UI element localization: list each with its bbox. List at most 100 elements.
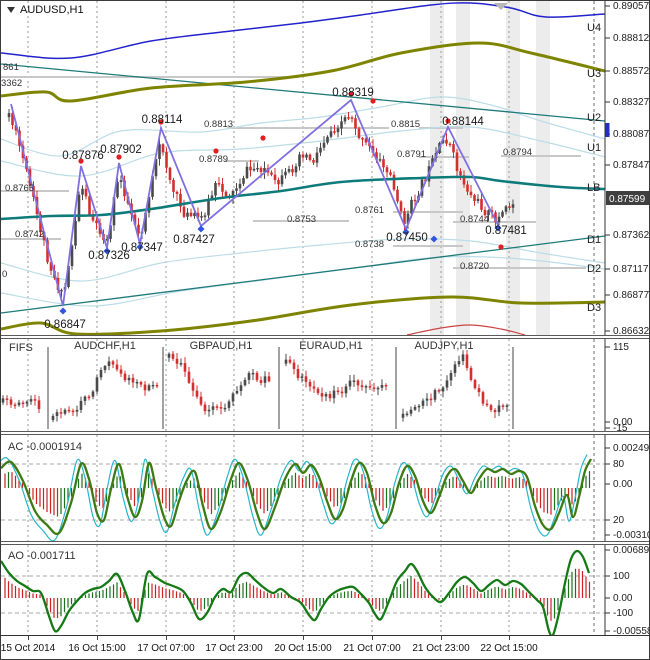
ao-indicator-label: AO -0.001711 xyxy=(8,550,76,562)
symbol-selector[interactable]: AUDUSD,H1 xyxy=(7,4,84,16)
channel-line-teal_up xyxy=(1,63,606,122)
fifs-axis-label: 0,00 xyxy=(613,417,633,428)
swing-price-label: 0.88319 xyxy=(332,87,374,99)
oscillator-line xyxy=(1,458,593,536)
price-tick-label: 0.88572 xyxy=(613,66,650,77)
signal-line xyxy=(1,454,588,541)
mini-chart-label: AUDJPY,H1 xyxy=(414,340,473,352)
channel-label: U4 xyxy=(587,22,601,34)
fifs-axis-label: -15 xyxy=(613,423,628,431)
swing-price-label: 0.87902 xyxy=(100,144,142,156)
price-tick-label: 0.86877 xyxy=(613,290,650,301)
session-band xyxy=(430,1,444,335)
candles xyxy=(167,351,271,417)
trough-marker xyxy=(136,243,144,251)
channel-label: D1 xyxy=(587,234,601,246)
price-tick-label: 0.88327 xyxy=(613,97,650,108)
oscillator-axis-label: -100 xyxy=(613,608,633,619)
time-tick-label: 16 Oct 15:00 xyxy=(68,643,126,654)
trough-marker xyxy=(402,228,410,236)
session-band xyxy=(456,1,470,335)
channel-label: D2 xyxy=(587,263,601,275)
channel-line-olive_up xyxy=(1,41,606,103)
mini-chart-label: EURAUD,H1 xyxy=(299,340,363,352)
swing-price-label: 0.87481 xyxy=(485,225,527,237)
time-tick xyxy=(441,636,442,640)
channel-line-teal_low xyxy=(1,235,606,314)
panel-splitter[interactable] xyxy=(1,541,649,545)
oscillator-axis-label: 0.00 xyxy=(613,593,633,604)
peak-marker xyxy=(370,98,376,104)
time-tick-label: 17 Oct 07:00 xyxy=(137,643,195,654)
channel-line-red_arc xyxy=(406,324,526,335)
channel-label: U1 xyxy=(587,142,601,154)
channel-label: D3 xyxy=(587,302,601,314)
peak-marker xyxy=(116,154,122,160)
mini-chart-label: GBPAUD,H1 xyxy=(190,340,253,352)
level-price-label: 0.8813 xyxy=(204,119,233,130)
channel-line-pale2 xyxy=(1,125,606,177)
price-tick-label: 0.87362 xyxy=(613,230,650,241)
peak-marker xyxy=(213,148,219,154)
mini-chart-label: AUDCHF,H1 xyxy=(74,340,136,352)
channel-label: U3 xyxy=(587,68,601,80)
trough-marker xyxy=(494,224,502,232)
time-tick-label: 22 Oct 15:00 xyxy=(480,643,538,654)
level-price-label: 0.8738 xyxy=(355,239,384,250)
price-tick-label: 0.88087 xyxy=(613,129,650,140)
left-edge-price-label: 3362 xyxy=(1,78,22,89)
zigzag-line xyxy=(10,98,499,307)
ac-indicator-label: AC -0.0001914 xyxy=(8,441,82,453)
time-tick xyxy=(234,636,235,640)
peak-marker xyxy=(445,118,451,124)
level-price-label: 0.8791 xyxy=(397,149,426,160)
ac-panel: 0.002492 80 0.00 20 -0.003101 xyxy=(1,435,650,541)
fifs-axis-label: 115 xyxy=(613,342,629,353)
level-price-label: 0.8815 xyxy=(391,119,420,130)
candles xyxy=(401,350,509,422)
time-tick-label: 15 Oct 2014 xyxy=(0,643,56,654)
swing-price-label: 0.87876 xyxy=(62,150,104,162)
panel-splitter[interactable] xyxy=(1,335,649,339)
time-tick xyxy=(303,636,304,640)
swing-price-label: 0.88114 xyxy=(142,114,183,126)
moving-average-line xyxy=(1,175,606,221)
trough-marker xyxy=(103,247,111,255)
fifs-panel: FIFS AUDCHF,H1 GBPAUD,H1 EURAUD,H1 AUDJPY,H1… xyxy=(1,339,650,431)
candles xyxy=(51,356,159,423)
trough-marker xyxy=(430,235,438,243)
level-price-label: 0.8761 xyxy=(355,205,384,216)
peak-marker xyxy=(498,244,504,250)
panel-splitter[interactable] xyxy=(1,431,649,435)
fifs-canvas[interactable]: FIFS AUDCHF,H1 GBPAUD,H1 EURAUD,H1 AUDJPY,H1… xyxy=(1,339,650,431)
time-axis[interactable]: 15 Oct 2014 16 Oct 15:00 17 Oct 07:00 17 Oc… xyxy=(0,635,649,659)
level-price-label: 0.8720 xyxy=(460,261,489,272)
current-price-value: 0.87599 xyxy=(609,194,646,205)
oscillator-line xyxy=(1,549,591,635)
peak-marker xyxy=(348,91,354,97)
channel-line-blue xyxy=(1,2,606,60)
channel-label: U2 xyxy=(587,112,601,124)
oscillator-axis-label: 80 xyxy=(613,459,625,470)
trough-marker xyxy=(59,307,67,315)
oscillator-axis-label: 0.006897 xyxy=(613,545,650,556)
swing-price-label: 0.88144 xyxy=(442,116,484,128)
price-tick-label: 0.88812 xyxy=(613,33,650,44)
oscillator-axis-label: -0.003101 xyxy=(613,530,650,541)
ao-panel: 0.006897 100 0.00 -100 -0.005586 xyxy=(1,545,650,635)
left-edge-price-label: 0.8765 xyxy=(5,183,34,194)
ao-canvas[interactable]: 0.006897 100 0.00 -100 -0.005586 xyxy=(1,545,650,635)
channel-label: LB xyxy=(587,182,600,194)
ac-canvas[interactable]: 0.002492 80 0.00 20 -0.003101 xyxy=(1,435,650,541)
swing-price-label: 0.87450 xyxy=(386,232,428,244)
main-chart-canvas[interactable]: 0.86847 0.87876 0.87326 0.87902 0.87347 0.881… xyxy=(1,1,650,335)
candles xyxy=(1,394,41,413)
scroll-position-icon xyxy=(494,3,508,10)
peak-marker xyxy=(260,135,266,141)
fifs-indicator-label: FIFS xyxy=(9,342,33,354)
symbol-label: AUDUSD,H1 xyxy=(20,4,84,16)
price-tick-label: 0.86632 xyxy=(613,326,650,335)
level-price-label: 0.8789 xyxy=(199,154,228,165)
time-tick xyxy=(372,636,373,640)
